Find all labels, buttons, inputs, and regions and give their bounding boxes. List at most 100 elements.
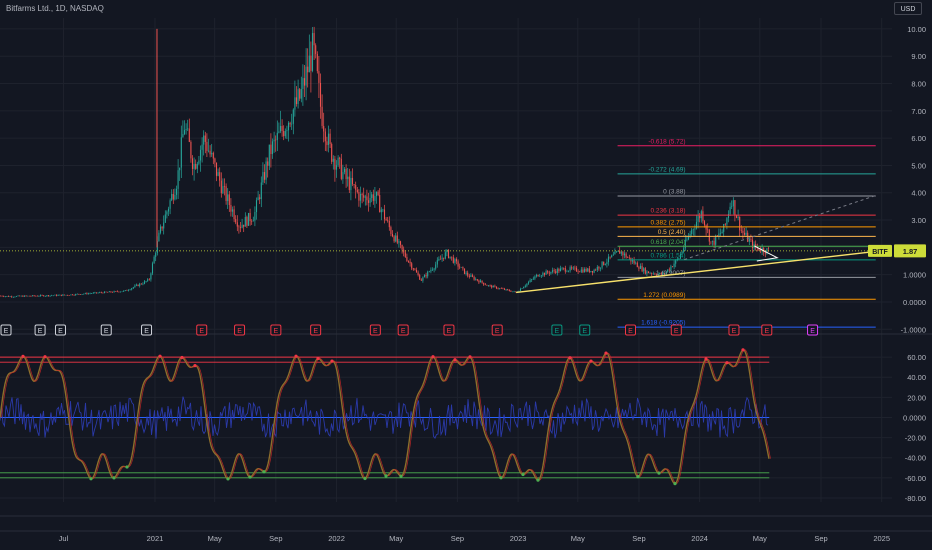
candle-body: [660, 272, 662, 275]
candle-body: [172, 193, 174, 200]
earnings-marker-box: [54, 324, 66, 336]
osc-peak-dot: [330, 359, 334, 363]
osc-trough-dot: [89, 477, 93, 481]
candle-body: [94, 292, 96, 293]
candle-body: [372, 194, 374, 201]
candle-body: [409, 261, 411, 264]
candle-body: [369, 197, 371, 203]
candle-body: [9, 296, 11, 298]
earnings-marker: E: [728, 324, 740, 336]
candle-body: [671, 266, 674, 268]
candle-body: [199, 149, 202, 161]
candle-body: [625, 253, 627, 258]
osc-trough-dot: [399, 474, 403, 478]
candle-body: [459, 266, 461, 268]
candle-body: [697, 215, 699, 222]
candle-body: [183, 130, 186, 135]
osc-trough-dot: [521, 472, 525, 477]
candle-body: [175, 188, 178, 195]
candle-body: [174, 194, 176, 200]
candle-body: [441, 257, 443, 260]
osc-peak-dot: [43, 355, 47, 359]
candle-body: [83, 293, 85, 295]
candle-body: [102, 292, 104, 294]
candle-body: [249, 213, 251, 222]
y-tick-label: 9.00: [911, 52, 926, 61]
x-tick-label: 2025: [873, 534, 890, 543]
candle-body: [542, 272, 544, 276]
currency-button[interactable]: USD: [894, 2, 922, 15]
osc-trough-dot: [636, 475, 640, 479]
candle-body: [622, 251, 624, 256]
candle-body: [529, 280, 531, 283]
candle-body: [358, 192, 360, 201]
candle-body: [691, 229, 693, 234]
candle-body: [41, 295, 43, 296]
candle-body: [188, 128, 190, 142]
candle-body: [641, 265, 643, 272]
candle-body: [123, 290, 125, 292]
candle-body: [652, 273, 654, 275]
candle-body: [155, 253, 157, 257]
candle-body: [735, 215, 738, 218]
candle-body: [443, 257, 445, 259]
candle-body: [243, 224, 245, 227]
earnings-marker-label: E: [732, 328, 737, 335]
osc-peak-dot: [725, 361, 729, 365]
osc-trough-dot: [248, 475, 252, 479]
candle-body: [601, 261, 603, 268]
candle-body: [561, 267, 563, 269]
osc-y-tick-label: -20.00: [905, 434, 926, 443]
candle-body: [628, 257, 630, 259]
candle-body: [515, 291, 517, 293]
candle-body: [571, 267, 573, 269]
osc-trough-dot: [499, 476, 503, 480]
candle-body: [153, 256, 155, 264]
candle-body: [550, 271, 552, 274]
candle-body: [574, 267, 576, 269]
osc-peak-dot: [468, 355, 472, 359]
candle-body: [537, 274, 539, 277]
candle-body: [100, 292, 102, 293]
candle-body: [124, 290, 126, 291]
candle-body: [203, 135, 205, 145]
x-tick-label: May: [389, 534, 403, 543]
candles-group: [0, 26, 770, 298]
candle-body: [639, 265, 642, 269]
candle-body: [539, 276, 541, 277]
candle-body: [171, 193, 173, 201]
candle-body: [649, 273, 651, 274]
candle-body: [388, 220, 390, 228]
earnings-marker-label: E: [104, 328, 109, 335]
candle-body: [12, 296, 14, 298]
earnings-marker-label: E: [373, 328, 378, 335]
candle-body: [228, 194, 230, 205]
candle-body: [110, 291, 112, 293]
y-tick-label: 0.0000: [903, 298, 926, 307]
candle-body: [134, 285, 136, 288]
x-tick-label: May: [208, 534, 222, 543]
candle-body: [462, 267, 464, 269]
candle-body: [356, 189, 358, 193]
candle-body: [452, 257, 454, 263]
candle-body: [97, 292, 99, 294]
candle-body: [238, 226, 240, 228]
candle-body: [359, 193, 362, 201]
candle-body: [417, 272, 419, 276]
candle-body: [438, 259, 440, 261]
candle-body: [78, 293, 80, 295]
x-tick-label: Jul: [59, 534, 69, 543]
osc-peak-dot: [604, 351, 608, 355]
candle-body: [113, 291, 115, 293]
candle-body: [580, 269, 582, 272]
candle-body: [564, 268, 566, 272]
candle-body: [495, 286, 498, 289]
candle-body: [211, 152, 213, 155]
candle-body: [545, 271, 547, 275]
osc-main-line: [0, 349, 770, 485]
last-price-tag-bg: [894, 244, 926, 258]
candle-body: [593, 269, 595, 273]
candle-body: [420, 279, 422, 281]
candle-body: [436, 260, 438, 265]
